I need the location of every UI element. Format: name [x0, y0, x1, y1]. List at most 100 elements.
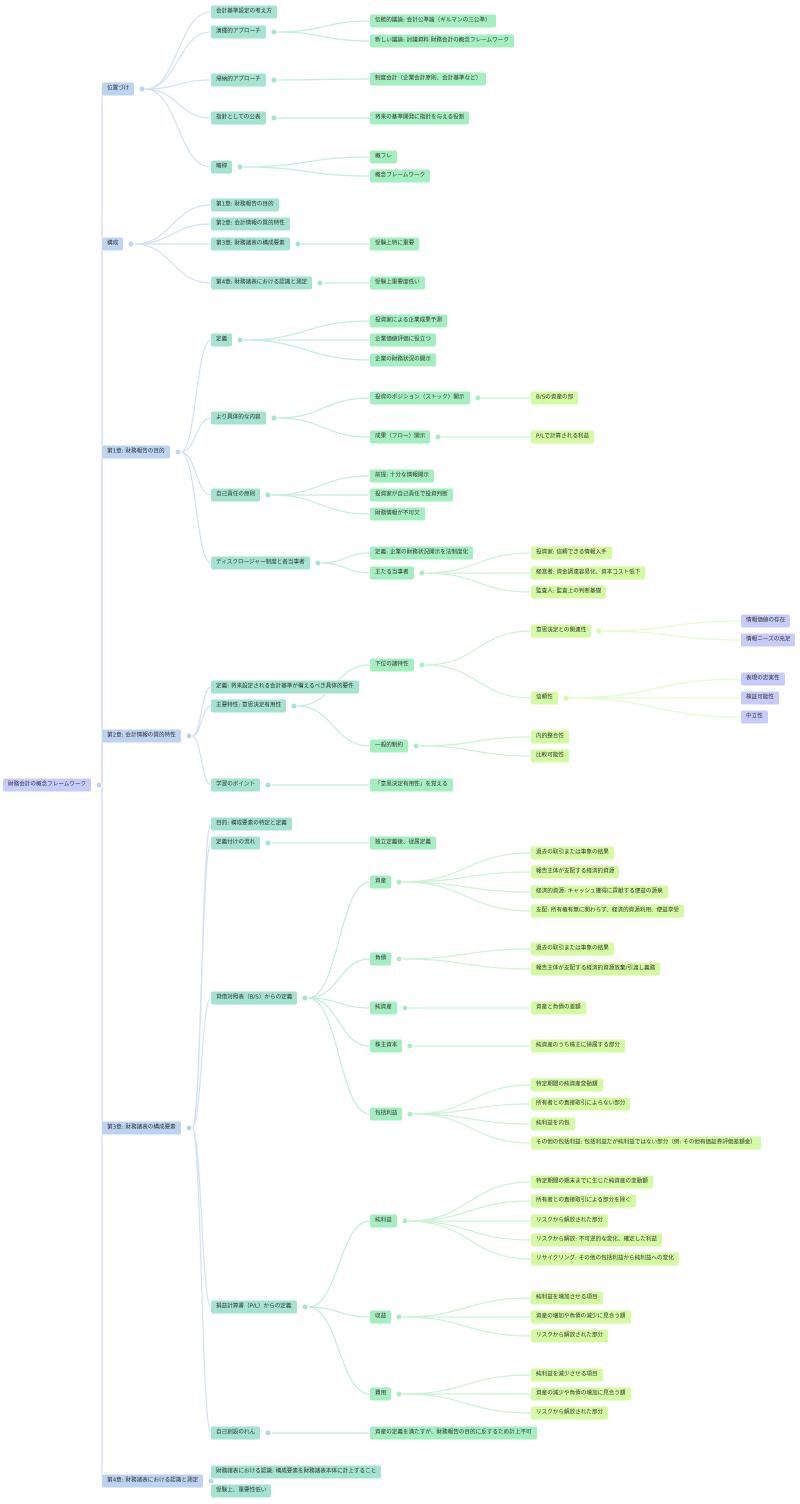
- mindmap-node-level-3[interactable]: 定義: 企業の財務状況開示を法制度化: [370, 546, 474, 560]
- collapse-toggle-icon[interactable]: [294, 240, 302, 248]
- mindmap-node-level-4[interactable]: B/Sの資産の部: [531, 391, 579, 405]
- mindmap-node-level-2[interactable]: 第4章: 財務諸表における認識と測定: [211, 276, 313, 290]
- mindmap-node-level-3[interactable]: 受験上重要度低い: [370, 276, 425, 290]
- mindmap-node-level-3[interactable]: 前提: 十分な情報開示: [370, 469, 435, 483]
- collapse-toggle-icon[interactable]: [264, 839, 272, 847]
- mindmap-node-level-3[interactable]: 受験上特に重要: [370, 237, 420, 251]
- mindmap-node-level-2[interactable]: 主要特性: 意思決定有用性: [211, 699, 287, 713]
- mindmap-node-level-4[interactable]: 意思決定との関連性: [531, 624, 592, 638]
- collapse-toggle-icon[interactable]: [406, 1042, 414, 1050]
- root-node[interactable]: 財務会計の概念フレームワーク: [3, 778, 92, 792]
- mindmap-node-level-3[interactable]: 収益: [370, 1310, 392, 1324]
- mindmap-node-level-2[interactable]: 目的: 構成要素の特定と定義: [211, 817, 292, 831]
- mindmap-node-level-2[interactable]: 自己創設のれん: [211, 1426, 261, 1440]
- collapse-toggle-icon[interactable]: [95, 781, 103, 789]
- mindmap-node-level-3[interactable]: 投資家が自己責任で投資判断: [370, 488, 453, 502]
- mindmap-node-level-2[interactable]: ディスクロージャー制度と各当事者: [211, 556, 310, 570]
- collapse-toggle-icon[interactable]: [595, 627, 603, 635]
- mindmap-node-level-5[interactable]: 情報価値の存在: [741, 614, 791, 628]
- mindmap-node-level-3[interactable]: 投資のポジション（ストック）開示: [370, 391, 470, 405]
- collapse-toggle-icon[interactable]: [174, 448, 182, 456]
- mindmap-node-level-3[interactable]: 一般的制約: [370, 739, 408, 753]
- mindmap-node-level-3[interactable]: 新しい議論: 討議資料 財務会計の概念フレームワーク: [370, 34, 514, 48]
- collapse-toggle-icon[interactable]: [301, 1303, 309, 1311]
- mindmap-node-level-2[interactable]: 学習のポイント: [211, 778, 261, 792]
- mindmap-node-level-4[interactable]: 特定期間の純資産変動額: [531, 1078, 603, 1092]
- mindmap-node-level-2[interactable]: 定義: 将来設定される会計基準が備えるべき具体的要件: [211, 680, 359, 694]
- collapse-toggle-icon[interactable]: [474, 394, 482, 402]
- mindmap-node-level-3[interactable]: 概念フレームワーク: [370, 169, 431, 183]
- mindmap-node-level-2[interactable]: 第3章: 財務諸表の構成要素: [211, 237, 290, 251]
- mindmap-node-level-4[interactable]: 所有者との直接取引によらない部分: [531, 1097, 631, 1111]
- mindmap-node-level-2[interactable]: より具体的な内容: [211, 411, 266, 425]
- mindmap-node-level-4[interactable]: リスクから解放: 不可逆的な変化、確定した利益: [531, 1233, 663, 1247]
- collapse-toggle-icon[interactable]: [395, 1313, 403, 1321]
- mindmap-node-level-1[interactable]: 位置づけ: [102, 82, 135, 96]
- mindmap-node-level-3[interactable]: 資産: [370, 875, 392, 889]
- mindmap-node-level-2[interactable]: 定義: [211, 333, 233, 347]
- collapse-toggle-icon[interactable]: [401, 1217, 409, 1225]
- mindmap-node-level-3[interactable]: 費用: [370, 1387, 392, 1401]
- mindmap-node-level-5[interactable]: 検証可能性: [741, 691, 779, 705]
- mindmap-node-level-4[interactable]: 経済的資源: キャッシュ獲得に貢献する便益の源泉: [531, 885, 668, 899]
- mindmap-node-level-3[interactable]: 純資産: [370, 1001, 397, 1015]
- collapse-toggle-icon[interactable]: [562, 694, 570, 702]
- mindmap-node-level-4[interactable]: 比較可能性: [531, 749, 569, 763]
- mindmap-node-level-4[interactable]: 投資家: 信頼できる情報入手: [531, 546, 612, 560]
- mindmap-node-level-3[interactable]: 株主資本: [370, 1039, 403, 1053]
- mindmap-node-level-2[interactable]: 指針としての公表: [211, 111, 266, 125]
- mindmap-node-level-5[interactable]: 表現の忠実性: [741, 672, 785, 686]
- mindmap-node-level-4[interactable]: 支配: 所有権有無に関わらず、経済的資源利用、便益享受: [531, 904, 685, 918]
- collapse-toggle-icon[interactable]: [301, 994, 309, 1002]
- mindmap-node-level-3[interactable]: 下位の諸特性: [370, 658, 414, 672]
- collapse-toggle-icon[interactable]: [412, 742, 420, 750]
- mindmap-node-level-1[interactable]: 第2章: 会計情報の質的特性: [102, 729, 181, 743]
- mindmap-node-level-3[interactable]: 伝統的議論: 会計公準論（ギルマンの三公準）: [370, 14, 496, 28]
- collapse-toggle-icon[interactable]: [236, 163, 244, 171]
- mindmap-node-level-4[interactable]: リスクから解放された部分: [531, 1214, 609, 1228]
- mindmap-node-level-1[interactable]: 第3章: 財務諸表の構成要素: [102, 1121, 181, 1135]
- collapse-toggle-icon[interactable]: [406, 1110, 414, 1118]
- mindmap-node-level-4[interactable]: P/Lで計算される利益: [531, 430, 595, 444]
- mindmap-node-level-3[interactable]: 概フレ: [370, 150, 397, 164]
- mindmap-node-level-2[interactable]: 受験上、重要性低い: [211, 1484, 272, 1498]
- mindmap-node-level-3[interactable]: 財務情報が不可欠: [370, 507, 425, 521]
- mindmap-node-level-4[interactable]: 過去の取引または事象の結果: [531, 846, 614, 860]
- collapse-toggle-icon[interactable]: [395, 878, 403, 886]
- mindmap-node-level-3[interactable]: 成果（フロー）開示: [370, 430, 431, 444]
- mindmap-node-level-3[interactable]: 資産の定義を満たすが、財務報告の目的に反するため計上不可: [370, 1426, 537, 1440]
- mindmap-node-level-4[interactable]: 報告主体が支配する経済的資源放棄/引渡し義務: [531, 962, 661, 976]
- mindmap-node-level-2[interactable]: 帰納的アプローチ: [211, 73, 266, 87]
- mindmap-node-level-4[interactable]: 報告主体が支配する経済的資源: [531, 865, 620, 879]
- mindmap-node-level-2[interactable]: 自己責任の原則: [211, 488, 261, 502]
- collapse-toggle-icon[interactable]: [270, 114, 278, 122]
- mindmap-node-level-2[interactable]: 財務諸表における認識: 構成要素を財務諸表本体に計上すること: [211, 1465, 382, 1479]
- collapse-toggle-icon[interactable]: [185, 732, 193, 740]
- collapse-toggle-icon[interactable]: [264, 781, 272, 789]
- collapse-toggle-icon[interactable]: [418, 569, 426, 577]
- mindmap-node-level-3[interactable]: 企業の財務状況の開示: [370, 353, 436, 367]
- collapse-toggle-icon[interactable]: [264, 491, 272, 499]
- collapse-toggle-icon[interactable]: [395, 1390, 403, 1398]
- mindmap-node-level-4[interactable]: 経営者: 資金調達容易化、資本コスト低下: [531, 566, 646, 580]
- mindmap-node-level-3[interactable]: 将来の基準開発に指針を与える役割: [370, 111, 470, 125]
- mindmap-node-level-4[interactable]: 純利益を減少させる項目: [531, 1368, 603, 1382]
- collapse-toggle-icon[interactable]: [316, 279, 324, 287]
- mindmap-node-level-1[interactable]: 構成: [102, 237, 124, 251]
- mindmap-node-level-4[interactable]: 特定期間の期末までに生じた純資産の変動額: [531, 1175, 653, 1189]
- collapse-toggle-icon[interactable]: [418, 661, 426, 669]
- mindmap-node-level-1[interactable]: 第4章: 財務諸表における認識と測定: [102, 1474, 204, 1488]
- mindmap-node-level-4[interactable]: その他の包括利益: 包括利益だが純利益ではない部分（例: その他有価証券評価差額…: [531, 1136, 761, 1150]
- mindmap-node-level-5[interactable]: 情報ニーズの充足: [741, 633, 796, 647]
- mindmap-node-level-2[interactable]: 第2章: 会計情報の質的特性: [211, 217, 290, 231]
- mindmap-node-level-2[interactable]: 略称: [211, 160, 233, 174]
- mindmap-node-level-3[interactable]: 投資家による企業成果予測: [370, 314, 447, 328]
- mindmap-node-level-1[interactable]: 第1章: 財務報告の目的: [102, 445, 170, 459]
- mindmap-node-level-2[interactable]: 演繹的アプローチ: [211, 25, 266, 39]
- mindmap-node-level-4[interactable]: 資産の増加や負債の減少に見合う額: [531, 1310, 631, 1324]
- collapse-toggle-icon[interactable]: [270, 28, 278, 36]
- mindmap-node-level-3[interactable]: 企業価値評価に役立つ: [370, 333, 436, 347]
- mindmap-node-level-4[interactable]: 純資産のうち株主に帰属する部分: [531, 1039, 625, 1053]
- collapse-toggle-icon[interactable]: [185, 1124, 193, 1132]
- mindmap-node-level-3[interactable]: 包括利益: [370, 1107, 403, 1121]
